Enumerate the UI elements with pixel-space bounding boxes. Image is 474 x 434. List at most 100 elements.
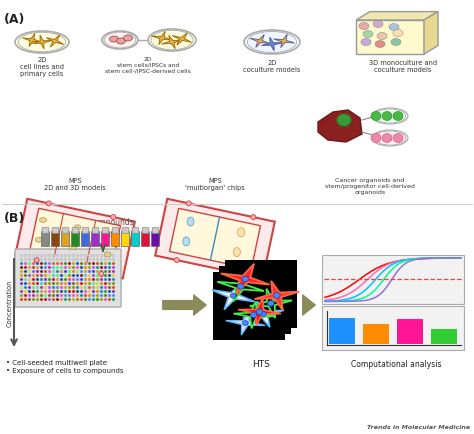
Ellipse shape	[80, 294, 83, 297]
Ellipse shape	[108, 298, 111, 301]
Ellipse shape	[60, 258, 63, 261]
Ellipse shape	[72, 258, 75, 261]
Ellipse shape	[92, 278, 95, 281]
Ellipse shape	[60, 270, 63, 273]
Ellipse shape	[393, 30, 403, 36]
Ellipse shape	[273, 293, 280, 298]
Ellipse shape	[44, 258, 47, 261]
Ellipse shape	[32, 270, 35, 273]
Ellipse shape	[124, 35, 133, 41]
Text: (A): (A)	[4, 13, 26, 26]
FancyBboxPatch shape	[356, 20, 424, 54]
Ellipse shape	[32, 254, 35, 257]
Ellipse shape	[36, 270, 39, 273]
Polygon shape	[250, 35, 270, 47]
Ellipse shape	[72, 290, 75, 293]
Ellipse shape	[88, 298, 91, 301]
Ellipse shape	[56, 262, 59, 265]
Ellipse shape	[112, 258, 115, 261]
Polygon shape	[261, 37, 283, 51]
Ellipse shape	[32, 274, 35, 277]
Ellipse shape	[104, 286, 107, 289]
Polygon shape	[356, 12, 438, 20]
Ellipse shape	[44, 278, 47, 281]
Ellipse shape	[92, 270, 95, 273]
Ellipse shape	[64, 274, 67, 277]
Ellipse shape	[92, 282, 95, 285]
Ellipse shape	[88, 254, 91, 257]
Polygon shape	[221, 264, 270, 294]
Ellipse shape	[76, 258, 79, 261]
Bar	[397, 319, 423, 344]
FancyBboxPatch shape	[131, 231, 139, 247]
Ellipse shape	[148, 29, 196, 51]
Ellipse shape	[36, 286, 39, 289]
FancyBboxPatch shape	[15, 249, 121, 307]
Ellipse shape	[64, 286, 67, 289]
Ellipse shape	[88, 258, 91, 261]
Ellipse shape	[111, 214, 116, 220]
Ellipse shape	[372, 108, 408, 124]
Ellipse shape	[24, 254, 27, 257]
Ellipse shape	[68, 286, 71, 289]
Ellipse shape	[104, 298, 107, 301]
Ellipse shape	[250, 312, 257, 318]
Ellipse shape	[24, 266, 27, 269]
Ellipse shape	[100, 286, 103, 289]
Text: Concentration: Concentration	[7, 279, 13, 327]
Bar	[363, 324, 389, 344]
Ellipse shape	[88, 294, 91, 297]
Ellipse shape	[60, 294, 63, 297]
Ellipse shape	[112, 290, 115, 293]
Ellipse shape	[389, 23, 399, 30]
Ellipse shape	[60, 286, 63, 289]
FancyBboxPatch shape	[101, 231, 109, 247]
Ellipse shape	[44, 274, 47, 277]
Polygon shape	[32, 35, 52, 49]
Ellipse shape	[96, 258, 99, 261]
Ellipse shape	[60, 274, 63, 277]
FancyBboxPatch shape	[142, 231, 149, 247]
Polygon shape	[250, 289, 292, 318]
Ellipse shape	[80, 290, 83, 293]
Ellipse shape	[84, 290, 87, 293]
Ellipse shape	[60, 282, 63, 285]
Text: 2D
cell lines and
primary cells: 2D cell lines and primary cells	[20, 57, 64, 77]
Ellipse shape	[230, 293, 236, 298]
Ellipse shape	[84, 262, 87, 265]
Ellipse shape	[40, 270, 43, 273]
Ellipse shape	[28, 254, 31, 257]
FancyBboxPatch shape	[62, 228, 69, 233]
Polygon shape	[217, 271, 264, 301]
Ellipse shape	[52, 262, 55, 265]
Ellipse shape	[84, 278, 87, 281]
Ellipse shape	[96, 298, 99, 301]
Ellipse shape	[40, 294, 43, 297]
Bar	[225, 260, 297, 328]
Ellipse shape	[24, 294, 27, 297]
Ellipse shape	[36, 278, 39, 281]
Bar	[213, 272, 285, 340]
Ellipse shape	[48, 294, 51, 297]
Ellipse shape	[373, 20, 383, 27]
Ellipse shape	[96, 290, 99, 293]
Ellipse shape	[76, 270, 79, 273]
Ellipse shape	[28, 298, 31, 301]
Ellipse shape	[52, 282, 55, 285]
Ellipse shape	[40, 254, 43, 257]
Ellipse shape	[28, 278, 31, 281]
Ellipse shape	[28, 286, 31, 289]
Ellipse shape	[28, 270, 31, 273]
Ellipse shape	[100, 294, 103, 297]
Ellipse shape	[72, 270, 75, 273]
Ellipse shape	[76, 278, 79, 281]
Ellipse shape	[92, 258, 95, 261]
Ellipse shape	[268, 301, 274, 306]
Ellipse shape	[44, 270, 47, 273]
Text: Cancer organoids and
stem/progenitor cell-derived
organoids: Cancer organoids and stem/progenitor cel…	[325, 178, 415, 194]
Polygon shape	[29, 208, 120, 269]
Polygon shape	[238, 298, 281, 325]
Ellipse shape	[251, 214, 256, 220]
Ellipse shape	[88, 282, 91, 285]
Ellipse shape	[393, 134, 403, 142]
